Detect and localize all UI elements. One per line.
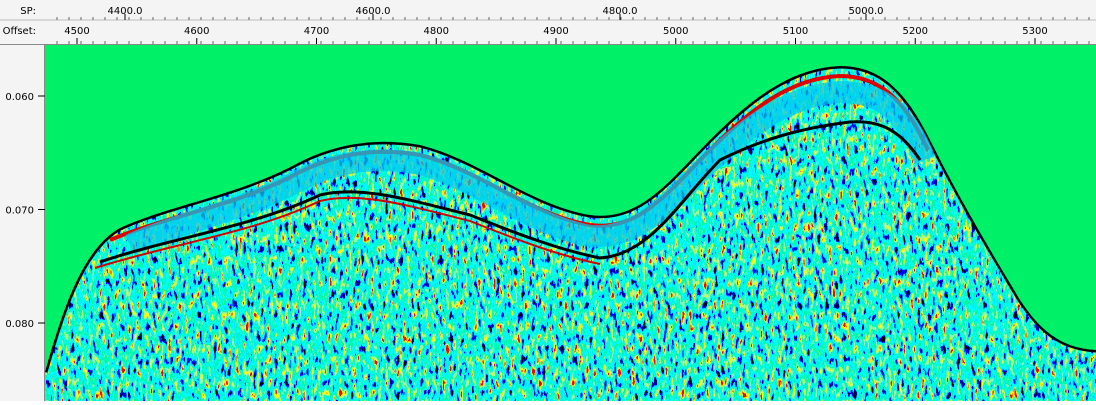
offset-tick-label: 4500 — [64, 26, 89, 37]
offset-tick-label: 4800 — [424, 26, 449, 37]
axis-labels: SP: Offset: — [3, 6, 36, 37]
offset-tick-label: 4900 — [543, 26, 568, 37]
header-bar — [0, 0, 1096, 45]
offset-tick-label: 4700 — [304, 26, 329, 37]
reflector-lower-red — [94, 196, 601, 269]
offset-tick-label: 5300 — [1022, 26, 1047, 37]
sp-tick-label: 4600.0 — [356, 6, 391, 17]
sp-tick-label: 4800.0 — [603, 6, 638, 17]
time-tick-label: 0.060 — [5, 92, 34, 103]
sp-tick-label: 5000.0 — [849, 6, 884, 17]
time-axis-bar — [0, 45, 45, 401]
reflector-band — [125, 80, 936, 256]
time-tick-label: 0.070 — [5, 206, 34, 217]
offset-tick-label: 4600 — [184, 26, 209, 37]
offset-tick-label: 5200 — [903, 26, 928, 37]
offset-tick-label: 5100 — [783, 26, 808, 37]
offset-tick-label: 5000 — [663, 26, 688, 37]
time-tick-label: 0.080 — [5, 319, 34, 330]
sp-label: SP: — [20, 6, 36, 17]
reflector-lower — [99, 120, 922, 264]
offset-label: Offset: — [3, 26, 36, 37]
sp-tick-label: 4400.0 — [108, 6, 143, 17]
